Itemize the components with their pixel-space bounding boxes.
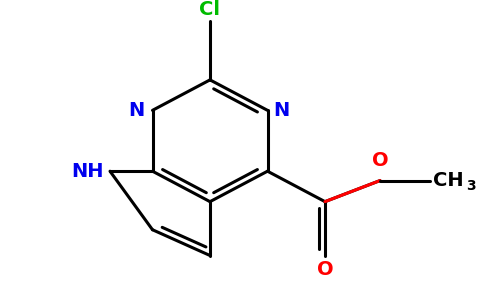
Text: O: O: [372, 151, 388, 170]
Text: Cl: Cl: [199, 0, 221, 19]
Text: N: N: [273, 101, 290, 120]
Text: O: O: [317, 260, 333, 279]
Text: N: N: [129, 101, 145, 120]
Text: CH: CH: [433, 171, 463, 190]
Text: 3: 3: [466, 179, 476, 193]
Text: NH: NH: [72, 162, 104, 181]
